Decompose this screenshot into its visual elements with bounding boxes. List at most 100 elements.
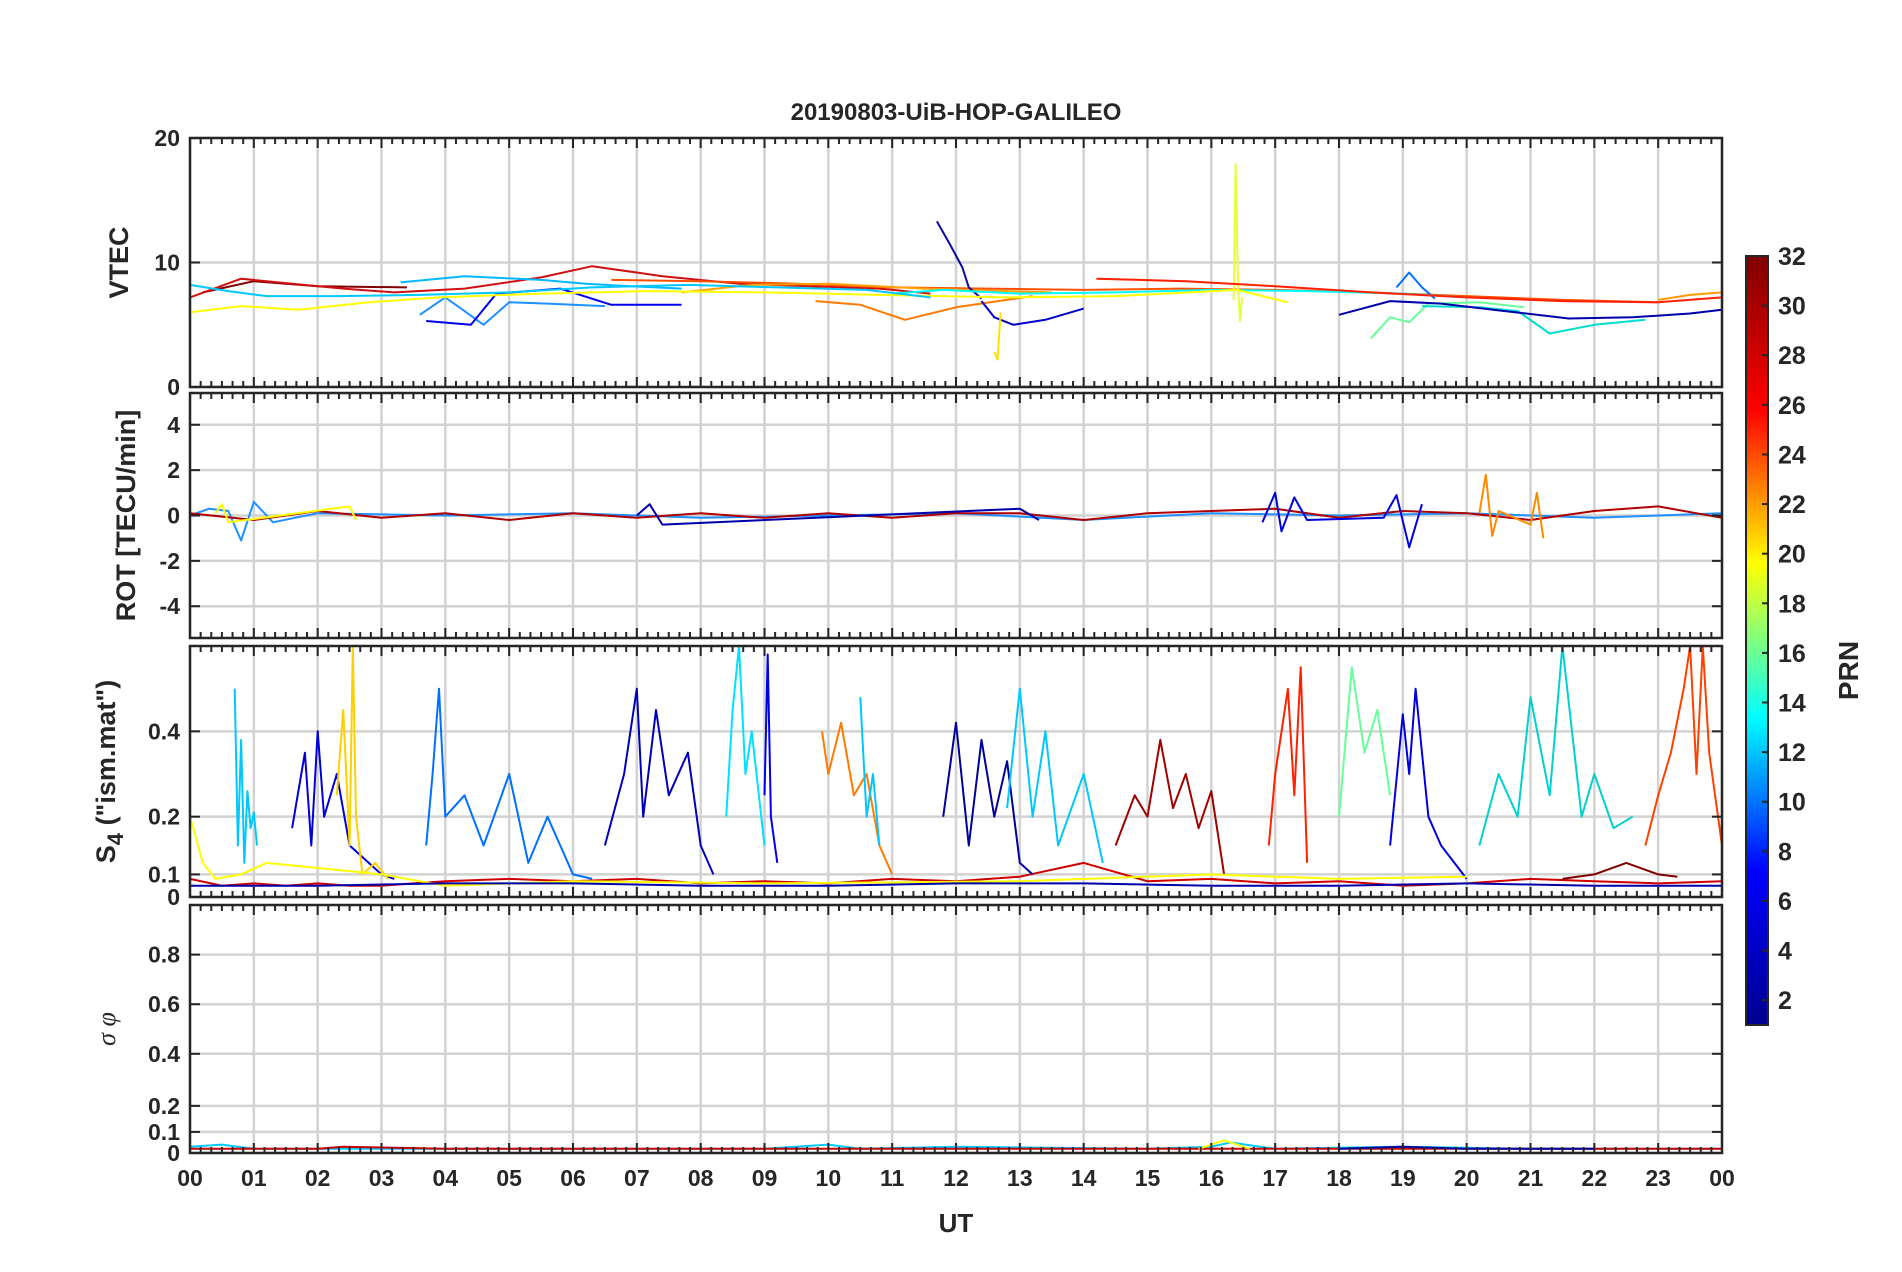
series-line xyxy=(1395,271,1436,300)
colorbar-tick-label: 30 xyxy=(1778,293,1806,321)
y-tick-label: 0.6 xyxy=(148,991,180,1017)
series-line xyxy=(291,730,395,880)
series-line xyxy=(189,265,931,299)
y-axis-label: ROT [TECU/min] xyxy=(111,410,141,621)
x-tick-label: 12 xyxy=(943,1165,969,1191)
y-tick-label: 0.4 xyxy=(148,718,180,744)
x-tick-label: 13 xyxy=(1007,1165,1033,1191)
series-line xyxy=(1658,291,1723,301)
colorbar-tick-label: 22 xyxy=(1778,491,1806,519)
series-line xyxy=(214,503,357,524)
x-tick-label: 03 xyxy=(369,1165,395,1191)
series-line xyxy=(1261,491,1423,549)
series-line xyxy=(190,882,1722,887)
colorbar-tick-label: 32 xyxy=(1778,243,1806,271)
series-line xyxy=(1389,687,1468,880)
series-line xyxy=(335,645,389,880)
x-tick-label: 17 xyxy=(1262,1165,1288,1191)
tick-marks xyxy=(189,393,1723,638)
y-tick-label: -2 xyxy=(160,548,180,574)
series-line xyxy=(1006,687,1104,864)
colorbar-tick-label: 4 xyxy=(1778,938,1792,966)
colorbar-tick-label: 20 xyxy=(1778,541,1806,569)
y-tick-label: 20 xyxy=(154,125,180,151)
x-tick-label: 02 xyxy=(305,1165,331,1191)
series-line xyxy=(189,288,1289,314)
series-line xyxy=(233,688,258,864)
colorbar-tick-label: 2 xyxy=(1778,987,1792,1015)
series-line xyxy=(1198,1139,1250,1150)
x-tick-label: 19 xyxy=(1390,1165,1416,1191)
colorbar-tick-label: 14 xyxy=(1778,690,1806,718)
x-tick-label: 16 xyxy=(1199,1165,1225,1191)
colorbar-tick-label: 28 xyxy=(1778,342,1806,370)
y-tick-label: 0.2 xyxy=(148,1093,180,1119)
series-line xyxy=(189,505,1723,521)
panel-rot: -4 -2 0 2 4 ROT [TECU/min] xyxy=(111,391,1724,640)
x-tick-label: 00 xyxy=(1709,1165,1735,1191)
y-tick-label: 0.4 xyxy=(148,1041,180,1067)
panel-vtec: 0 10 20 VTEC xyxy=(104,125,1724,400)
series-line xyxy=(980,300,1084,326)
colorbar-tick-label: 8 xyxy=(1778,838,1792,866)
series-line xyxy=(189,816,1467,887)
colorbar-tick-label: 12 xyxy=(1778,739,1806,767)
series-line xyxy=(1338,666,1392,817)
tick-marks xyxy=(189,905,1723,1154)
x-tick-label: 18 xyxy=(1326,1165,1352,1191)
series-line xyxy=(942,721,1034,876)
tick-marks xyxy=(189,646,1723,898)
panel-sigma_phi: 00.10.2 0.4 0.6 0.8 σ φ 00 01 02 03 04 05 06 07 08 09 1… xyxy=(92,903,1735,1191)
y-tick-label: 0.1 xyxy=(148,861,180,887)
grid xyxy=(188,905,1724,1155)
y-tick-label: 0 xyxy=(167,503,180,529)
series-group xyxy=(189,473,1723,549)
series-group xyxy=(189,163,1723,361)
x-tick-label: 22 xyxy=(1582,1165,1608,1191)
y-tick-label: 0.2 xyxy=(148,804,180,830)
series-line xyxy=(1338,300,1723,320)
x-tick-label: 09 xyxy=(752,1165,778,1191)
series-line xyxy=(603,687,715,875)
series-line xyxy=(763,653,779,864)
series-line xyxy=(815,295,1033,321)
y-tick-label: 0.8 xyxy=(148,942,180,968)
x-tick-label: 04 xyxy=(433,1165,459,1191)
y-tick-label: 0.1 xyxy=(148,1119,180,1145)
colorbar-label: PRN xyxy=(1833,641,1864,700)
y-tick-label: 10 xyxy=(154,250,180,276)
x-tick-label: 23 xyxy=(1645,1165,1671,1191)
y-tick-label: 2 xyxy=(167,457,180,483)
x-tick-label: 06 xyxy=(560,1165,586,1191)
colorbar-tick-label: 10 xyxy=(1778,789,1806,817)
series-line xyxy=(189,283,931,299)
x-axis-label: UT xyxy=(939,1208,974,1238)
series-line xyxy=(1478,473,1545,539)
x-tick-label: 14 xyxy=(1071,1165,1097,1191)
y-axis-label: VTEC xyxy=(104,226,134,298)
series-line xyxy=(1232,163,1243,322)
x-tick-label: 21 xyxy=(1518,1165,1544,1191)
colorbar-tick-label: 18 xyxy=(1778,590,1806,618)
colorbar-tick-label: 6 xyxy=(1778,888,1792,916)
x-tick-label: 00 xyxy=(177,1165,203,1191)
y-axis-label: S4 ("ism.mat") xyxy=(91,680,128,863)
series-line xyxy=(1267,666,1309,863)
series-line xyxy=(425,687,593,880)
x-tick-label: 07 xyxy=(624,1165,650,1191)
x-tick-label: 05 xyxy=(496,1165,522,1191)
y-tick-label: 0 xyxy=(167,1140,180,1166)
x-tick-label: 10 xyxy=(816,1165,842,1191)
series-line xyxy=(1114,738,1226,875)
series-line xyxy=(611,278,1659,304)
y-tick-label: -4 xyxy=(160,593,181,619)
colorbar-tick-label: 26 xyxy=(1778,392,1806,420)
series-line xyxy=(1562,861,1678,880)
series-line xyxy=(1096,277,1723,304)
series-line xyxy=(725,645,766,846)
panel-s4: 00.1 0.2 0.4 S4 ("ism.mat") xyxy=(91,644,1724,910)
x-tick-label: 15 xyxy=(1135,1165,1161,1191)
series-line xyxy=(636,503,1040,526)
